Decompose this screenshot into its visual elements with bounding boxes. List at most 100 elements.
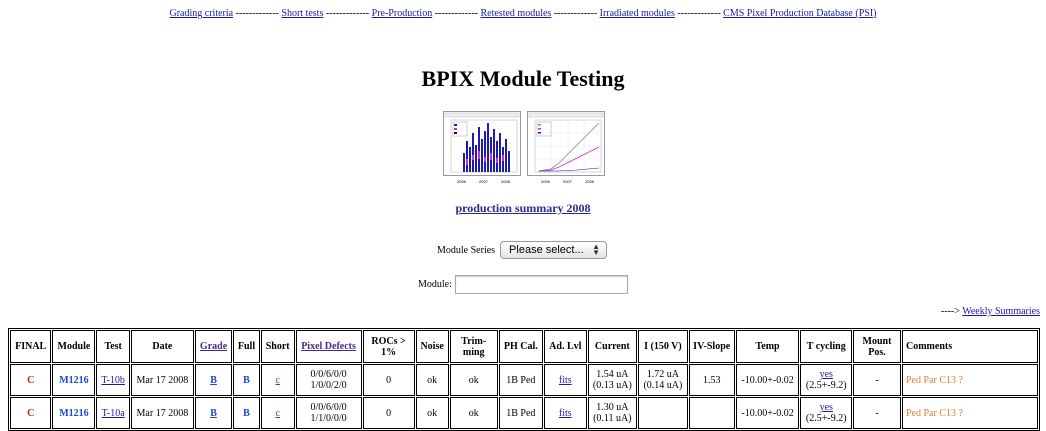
top-navigation: Grading criteria ------------- Short tes… (0, 8, 1046, 19)
weekly-arrow: ----> (940, 306, 960, 317)
thumb-left-tick: 2006 (457, 179, 467, 184)
mount-cell: - (853, 364, 901, 396)
phcal-cell: 1B Ped (498, 397, 543, 429)
final-cell: C (10, 397, 52, 429)
comment-text: Ped Par C13 ? (906, 407, 963, 419)
histogram-thumbnail[interactable]: 2006 2007 2008 (443, 111, 521, 187)
nav-cms-database[interactable]: CMS Pixel Production Database (PSI) (723, 8, 877, 19)
header-full: Full (233, 330, 260, 363)
tcycling-cell: yes (2.5+-9.2) (800, 364, 852, 396)
weekly-summaries-link[interactable]: Weekly Summaries (962, 306, 1040, 317)
header-adlvl: Ad. Lvl (544, 330, 587, 363)
short-link[interactable]: c (275, 407, 280, 419)
current-value: 1.54 uA (596, 369, 629, 380)
pixel-defects-cell: 0/0/6/0/0 1/1/0/0/0 (295, 397, 362, 429)
noise-cell: ok (415, 397, 449, 429)
grade-link[interactable]: B (210, 407, 217, 419)
current-value: 1.30 uA (596, 402, 629, 413)
nav-retested-modules[interactable]: Retested modules (480, 8, 552, 19)
nav-pre-production[interactable]: Pre-Production (371, 8, 433, 19)
header-current: Current (587, 330, 638, 363)
header-i150: I (150 V) (638, 330, 688, 363)
weekly-summaries: ----> Weekly Summaries (941, 306, 1040, 317)
short-link[interactable]: c (275, 374, 280, 386)
cumulative-thumbnail[interactable]: 2006 2007 2008 (527, 111, 605, 187)
header-grade: Grade (194, 330, 233, 363)
short-cell: c (260, 364, 295, 396)
nav-grading-criteria[interactable]: Grading criteria (169, 8, 234, 19)
pixel-defects-line: 0/0/6/0/0 (310, 369, 347, 380)
full-grade: B (243, 407, 250, 419)
final-grade: C (27, 374, 35, 386)
module-link[interactable]: M1216 (59, 374, 89, 386)
module-cell: M1216 (52, 364, 96, 396)
comment-text: Ped Par C13 ? (906, 374, 963, 386)
production-summary-link[interactable]: production summary 2008 (455, 201, 591, 215)
tcycling-cell: yes (2.5+-9.2) (800, 397, 852, 429)
test-link[interactable]: T-10b (101, 374, 125, 386)
tcycling-range: (2.5+-9.2) (805, 380, 847, 391)
module-series-select[interactable]: Please select... ▲ ▼ (500, 241, 608, 259)
tcycling-range: (2.5+-9.2) (805, 413, 847, 424)
date-cell: Mar 17 2008 (130, 397, 194, 429)
pixel-defects-line: 1/0/0/2/0 (310, 380, 347, 391)
pixel-defects-line: 1/1/0/0/0 (310, 413, 347, 424)
adlvl-link[interactable]: fits (558, 407, 572, 419)
table-header-row: FINAL Module Test Date Grade Full Short … (10, 330, 1038, 363)
current-cell: 1.30 uA (0.11 uA) (587, 397, 638, 429)
module-cell: M1216 (52, 397, 96, 429)
trimming-cell: ok (449, 364, 498, 396)
short-cell: c (260, 397, 295, 429)
header-ivslope: IV-Slope (688, 330, 735, 363)
header-mount: Mount Pos. (853, 330, 901, 363)
nav-separator: ------------- (325, 8, 370, 19)
header-comments: Comments (902, 330, 1038, 363)
module-input-row: Module: (418, 275, 628, 294)
final-grade: C (27, 407, 35, 419)
header-date: Date (130, 330, 194, 363)
nav-short-tests[interactable]: Short tests (281, 8, 324, 19)
tcycling-link[interactable]: yes (819, 402, 833, 413)
module-label: Module: (418, 279, 452, 290)
comments-cell: Ped Par C13 ? (902, 397, 1038, 429)
header-module: Module (52, 330, 96, 363)
module-link[interactable]: M1216 (59, 407, 89, 419)
rocs-cell: 0 (362, 364, 415, 396)
header-noise: Noise (415, 330, 449, 363)
module-series-value: Please select... (509, 244, 584, 256)
tcycling-link[interactable]: yes (819, 369, 833, 380)
i150-error: (0.14 uA) (643, 380, 683, 391)
mount-cell: - (853, 397, 901, 429)
nav-irradiated-modules[interactable]: Irradiated modules (599, 8, 675, 19)
test-link[interactable]: T-10a (101, 407, 125, 419)
full-cell: B (233, 397, 260, 429)
header-final: FINAL (10, 330, 52, 363)
comments-cell: Ped Par C13 ? (902, 364, 1038, 396)
grade-link[interactable]: B (210, 374, 217, 386)
adlvl-link[interactable]: fits (558, 374, 572, 386)
header-phcal: PH Cal. (498, 330, 543, 363)
full-grade: B (243, 374, 250, 386)
header-rocs: ROCs > 1% (362, 330, 415, 363)
ivslope-cell (688, 397, 735, 429)
temp-cell: -10.00+-0.02 (735, 364, 800, 396)
ivslope-cell: 1.53 (688, 364, 735, 396)
thumb-left-tick: 2007 (479, 179, 489, 184)
table-row: C M1216 T-10b Mar 17 2008 B B c 0/0/6/0/… (10, 364, 1038, 396)
module-input[interactable] (454, 275, 628, 294)
temp-cell: -10.00+-0.02 (735, 397, 800, 429)
thumb-right-tick: 2006 (541, 179, 551, 184)
select-arrows-icon: ▲ ▼ (592, 242, 601, 257)
header-temp: Temp (735, 330, 800, 363)
header-tcycling: T cycling (800, 330, 852, 363)
i150-cell: 1.72 uA (0.14 uA) (638, 364, 688, 396)
grade-cell: B (194, 397, 233, 429)
trimming-cell: ok (449, 397, 498, 429)
current-error: (0.13 uA) (592, 380, 632, 391)
grade-header-link[interactable]: Grade (199, 341, 228, 352)
i150-value: 1.72 uA (646, 369, 680, 380)
production-summary: production summary 2008 (0, 201, 1046, 216)
module-series-label: Module Series (437, 244, 496, 256)
pixel-defects-header-link[interactable]: Pixel Defects (301, 341, 356, 352)
date-cell: Mar 17 2008 (130, 364, 194, 396)
